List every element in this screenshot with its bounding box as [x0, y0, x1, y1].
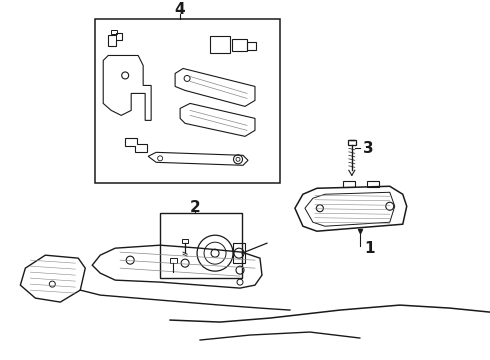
Bar: [367, 181, 379, 187]
Text: 4: 4: [175, 2, 185, 17]
Text: 2: 2: [190, 200, 200, 215]
Bar: [111, 30, 117, 33]
Text: 1: 1: [365, 241, 375, 256]
Bar: [170, 258, 177, 263]
Text: 3: 3: [363, 141, 373, 156]
Bar: [232, 39, 247, 51]
Bar: [210, 36, 230, 54]
Bar: [95, 19, 280, 183]
Bar: [343, 181, 355, 187]
Bar: [247, 41, 256, 50]
Bar: [348, 140, 356, 145]
Bar: [233, 243, 245, 263]
Bar: [182, 239, 188, 243]
Bar: [160, 213, 242, 278]
